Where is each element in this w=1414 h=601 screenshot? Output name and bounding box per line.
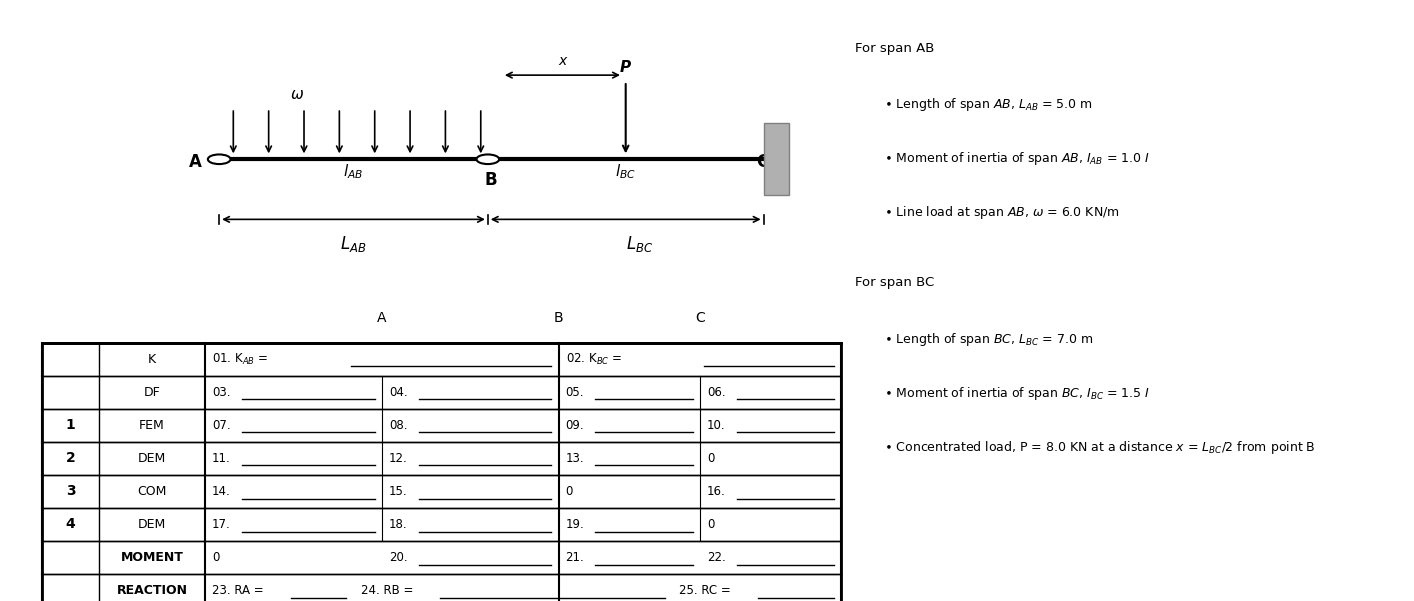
Text: 3: 3 — [66, 484, 75, 498]
Text: $\omega$: $\omega$ — [290, 87, 304, 102]
Text: 23. RA =: 23. RA = — [212, 584, 264, 597]
Text: 0: 0 — [566, 485, 573, 498]
Text: B: B — [554, 311, 563, 325]
Text: 21.: 21. — [566, 551, 584, 564]
Text: C: C — [756, 153, 769, 171]
Text: 24. RB =: 24. RB = — [361, 584, 413, 597]
Text: 0: 0 — [212, 551, 219, 564]
Text: 15.: 15. — [389, 485, 407, 498]
Text: 4: 4 — [66, 517, 75, 531]
Text: 08.: 08. — [389, 419, 407, 432]
Text: 14.: 14. — [212, 485, 230, 498]
Text: 02. K$_{BC}$ =: 02. K$_{BC}$ = — [566, 352, 622, 367]
Text: 11.: 11. — [212, 452, 230, 465]
Text: DEM: DEM — [139, 518, 165, 531]
Text: COM: COM — [137, 485, 167, 498]
Text: C: C — [696, 311, 704, 325]
Text: 04.: 04. — [389, 386, 407, 398]
Text: $\bullet$ Length of span $AB$, $L_{AB}$ = 5.0 m: $\bullet$ Length of span $AB$, $L_{AB}$ … — [884, 96, 1093, 113]
Text: For span AB: For span AB — [855, 42, 935, 55]
Text: For span BC: For span BC — [855, 276, 935, 290]
Text: P: P — [621, 60, 631, 75]
Text: 06.: 06. — [707, 386, 725, 398]
Text: 12.: 12. — [389, 452, 407, 465]
Bar — [764, 123, 789, 195]
Text: A: A — [189, 153, 202, 171]
Text: 25. RC =: 25. RC = — [679, 584, 731, 597]
Text: 17.: 17. — [212, 518, 230, 531]
Text: 09.: 09. — [566, 419, 584, 432]
Circle shape — [477, 154, 499, 164]
Text: 07.: 07. — [212, 419, 230, 432]
Text: 20.: 20. — [389, 551, 407, 564]
Text: 01. K$_{AB}$ =: 01. K$_{AB}$ = — [212, 352, 269, 367]
Text: DEM: DEM — [139, 452, 165, 465]
Text: 19.: 19. — [566, 518, 584, 531]
Text: REACTION: REACTION — [116, 584, 188, 597]
Text: 18.: 18. — [389, 518, 407, 531]
Text: 13.: 13. — [566, 452, 584, 465]
Text: $\bullet$ Moment of inertia of span $BC$, $I_{BC}$ = 1.5 $I$: $\bullet$ Moment of inertia of span $BC$… — [884, 385, 1150, 401]
Text: 0: 0 — [707, 518, 714, 531]
Text: B: B — [485, 171, 496, 189]
Text: 10.: 10. — [707, 419, 725, 432]
Text: 0: 0 — [707, 452, 714, 465]
Text: $\bullet$ Line load at span $AB$, $\omega$ = 6.0 KN/m: $\bullet$ Line load at span $AB$, $\omeg… — [884, 204, 1120, 221]
Text: FEM: FEM — [139, 419, 165, 432]
Text: 16.: 16. — [707, 485, 725, 498]
Circle shape — [208, 154, 230, 164]
Text: K: K — [148, 353, 156, 365]
Text: $x$: $x$ — [559, 54, 570, 68]
Text: $\bullet$ Moment of inertia of span $AB$, $I_{AB}$ = 1.0 $I$: $\bullet$ Moment of inertia of span $AB$… — [884, 150, 1150, 167]
Text: $L_{AB}$: $L_{AB}$ — [341, 234, 366, 254]
Text: 05.: 05. — [566, 386, 584, 398]
Text: DF: DF — [144, 386, 160, 398]
Text: $l_{AB}$: $l_{AB}$ — [344, 162, 363, 181]
Text: A: A — [378, 311, 386, 325]
Text: 22.: 22. — [707, 551, 725, 564]
Text: $\bullet$ Length of span $BC$, $L_{BC}$ = 7.0 m: $\bullet$ Length of span $BC$, $L_{BC}$ … — [884, 331, 1093, 347]
Text: 1: 1 — [66, 418, 75, 432]
Text: $L_{BC}$: $L_{BC}$ — [626, 234, 653, 254]
Text: $\bullet$ Concentrated load, P = 8.0 KN at a distance $x$ = $L_{BC}$/2 from poin: $\bullet$ Concentrated load, P = 8.0 KN … — [884, 439, 1315, 456]
Text: MOMENT: MOMENT — [120, 551, 184, 564]
Text: 03.: 03. — [212, 386, 230, 398]
Text: $l_{BC}$: $l_{BC}$ — [615, 162, 636, 181]
Text: 2: 2 — [66, 451, 75, 465]
